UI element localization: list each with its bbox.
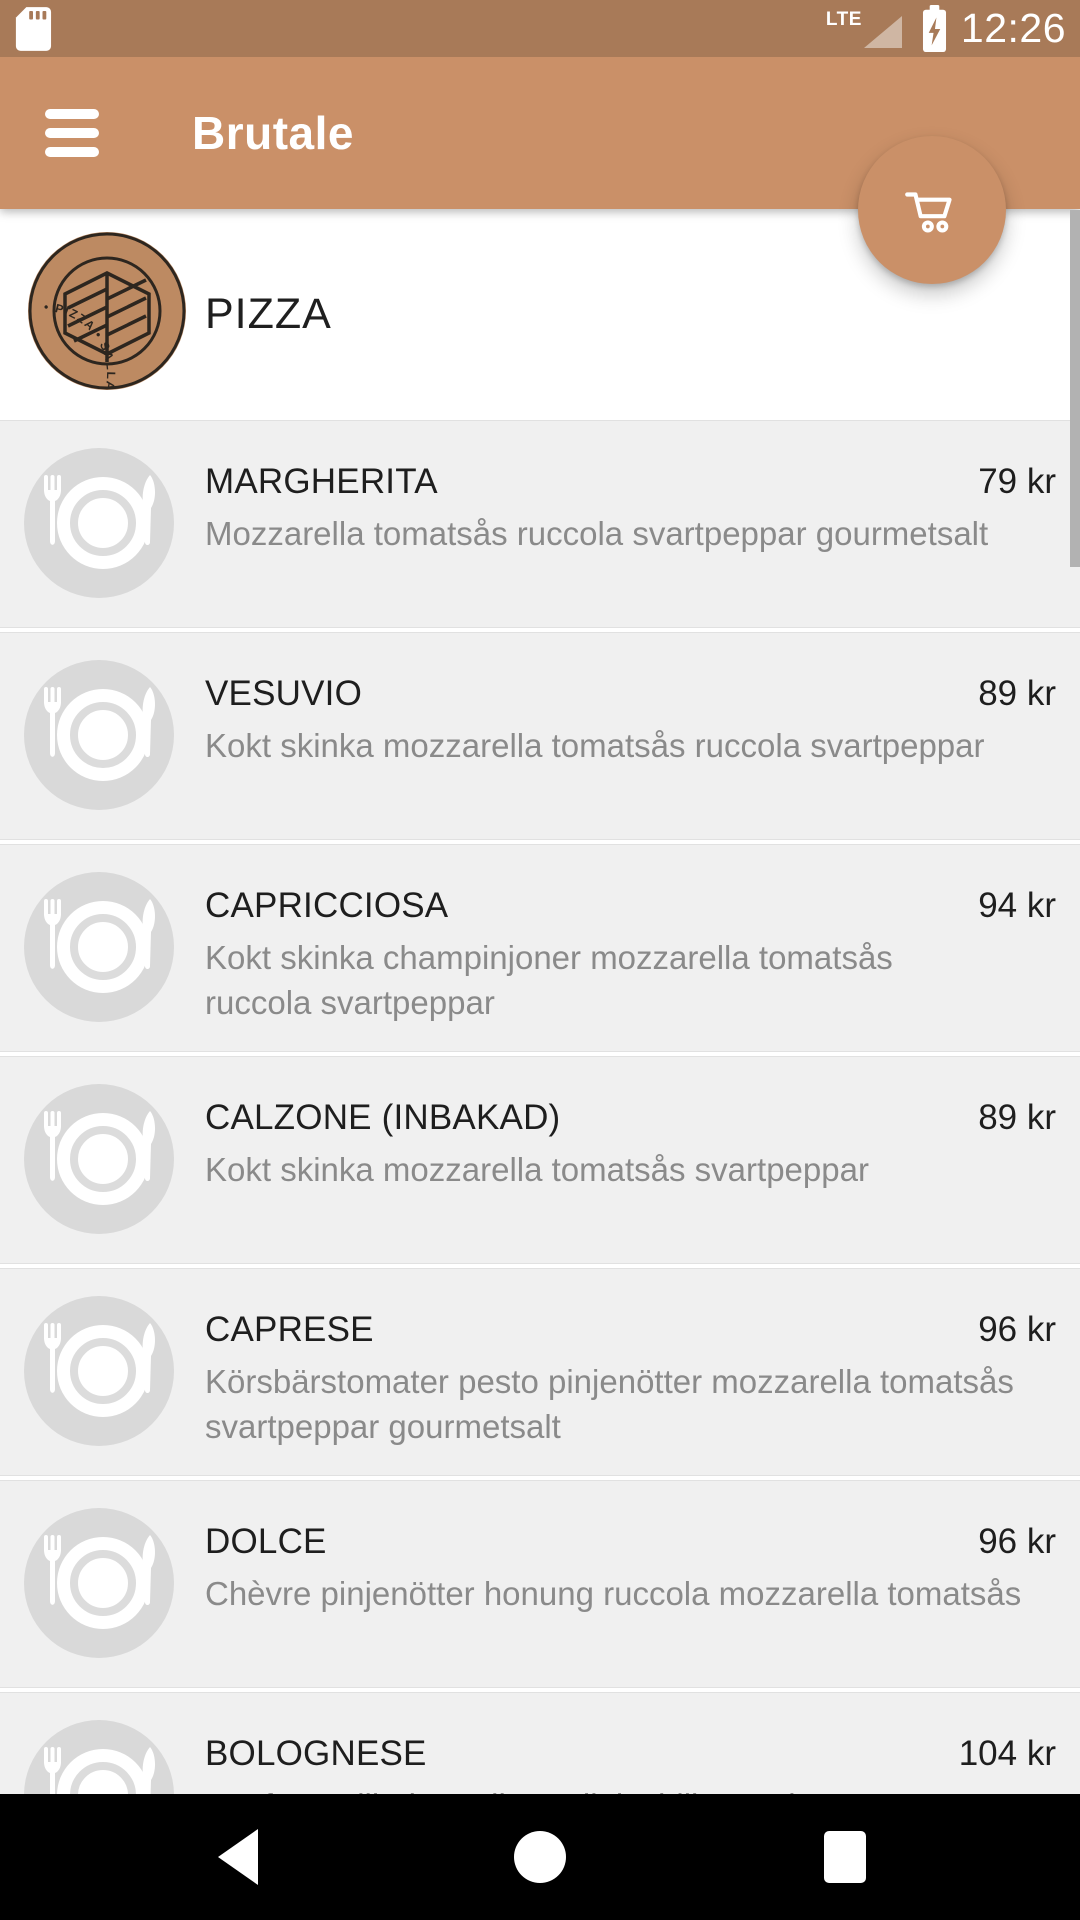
menu-item-row[interactable]: MARGHERITA 79 kr Mozzarella tomatsås ruc… <box>0 420 1080 628</box>
battery-charging-icon <box>922 4 946 52</box>
dish-placeholder-image <box>24 1720 174 1794</box>
sd-card-icon <box>15 6 52 51</box>
plate-icon <box>24 1720 174 1794</box>
dish-placeholder-image <box>24 660 174 810</box>
navigation-bar <box>0 1794 1080 1920</box>
network-type-label: LTE <box>825 8 862 30</box>
plate-icon <box>24 448 174 598</box>
item-description: Mozzarella tomatsås ruccola svartpeppar … <box>205 515 989 552</box>
brand-logo: • PIZZA • SALLAD • LOKAL MATKÄRLEK • BRU… <box>0 231 187 448</box>
plate-icon <box>24 1296 174 1446</box>
item-name: CALZONE (INBAKAD) <box>205 1098 561 1137</box>
cart-icon <box>905 192 952 233</box>
back-icon <box>218 1829 258 1885</box>
overview-icon <box>824 1831 866 1883</box>
menu-item-row[interactable]: BOLOGNESE 104 kr Köttfärs grillad paprik… <box>0 1692 1080 1794</box>
item-description: Kokt skinka mozzarella tomatsås ruccola … <box>205 727 985 764</box>
menu-item-row[interactable]: DOLCE 96 kr Chèvre pinjenötter honung ru… <box>0 1480 1080 1688</box>
item-price: 104 kr <box>958 1734 1056 1773</box>
item-price: 94 kr <box>978 886 1056 925</box>
clock-time: 12:26 <box>960 5 1066 51</box>
item-name: MARGHERITA <box>205 462 438 501</box>
item-price: 89 kr <box>978 674 1056 713</box>
menu-item-row[interactable]: CAPRICCIOSA 94 kr Kokt skinka champinjon… <box>0 844 1080 1052</box>
item-name: DOLCE <box>205 1522 327 1561</box>
item-description: Kokt skinka mozzarella tomatsås svartpep… <box>205 1151 869 1188</box>
dish-placeholder-image <box>24 1296 174 1446</box>
item-price: 89 kr <box>978 1098 1056 1137</box>
app-title: Brutale <box>192 107 354 159</box>
menu-item-row[interactable]: CAPRESE 96 kr Körsbärstomater pesto pinj… <box>0 1268 1080 1476</box>
item-description: Chèvre pinjenötter honung ruccola mozzar… <box>205 1575 1022 1612</box>
item-name: CAPRICCIOSA <box>205 886 449 925</box>
menu-screen: • PIZZA • SALLAD • LOKAL MATKÄRLEK • BRU… <box>0 209 1080 1794</box>
signal-strength-icon <box>863 15 902 48</box>
overview-button[interactable] <box>735 1794 955 1920</box>
leaf-icon <box>63 271 151 362</box>
home-icon <box>514 1831 566 1883</box>
item-name: CAPRESE <box>205 1310 374 1349</box>
menu-button[interactable] <box>45 105 101 161</box>
plate-icon <box>24 1508 174 1658</box>
plate-icon <box>24 872 174 1022</box>
scrollbar-thumb[interactable] <box>1070 210 1080 567</box>
menu-item-row[interactable]: VESUVIO 89 kr Kokt skinka mozzarella tom… <box>0 632 1080 840</box>
item-price: 96 kr <box>978 1522 1056 1561</box>
plate-icon <box>24 660 174 810</box>
item-description: Kokt skinka champinjoner mozzarella toma… <box>205 939 893 1021</box>
dish-placeholder-image <box>24 448 174 598</box>
item-name: BOLOGNESE <box>205 1734 427 1773</box>
section-title: PIZZA <box>205 290 332 338</box>
dish-placeholder-image <box>24 1084 174 1234</box>
item-price: 96 kr <box>978 1310 1056 1349</box>
item-name: VESUVIO <box>205 674 363 713</box>
back-button[interactable] <box>128 1794 348 1920</box>
item-description: Körsbärstomater pesto pinjenötter mozzar… <box>205 1363 1014 1445</box>
menu-list: MARGHERITA 79 kr Mozzarella tomatsås ruc… <box>0 420 1080 1794</box>
hamburger-icon <box>45 109 99 119</box>
dish-placeholder-image <box>24 872 174 1022</box>
cart-fab[interactable] <box>858 136 1006 284</box>
home-button[interactable] <box>430 1794 650 1920</box>
menu-item-row[interactable]: CALZONE (INBAKAD) 89 kr Kokt skinka mozz… <box>0 1056 1080 1264</box>
item-description: Köttfärs grillad paprika rödlök chili ru… <box>205 1783 1056 1794</box>
plate-icon <box>24 1084 174 1234</box>
dish-placeholder-image <box>24 1508 174 1658</box>
item-price: 79 kr <box>978 462 1056 501</box>
status-bar: LTE 12:26 <box>0 0 1080 57</box>
